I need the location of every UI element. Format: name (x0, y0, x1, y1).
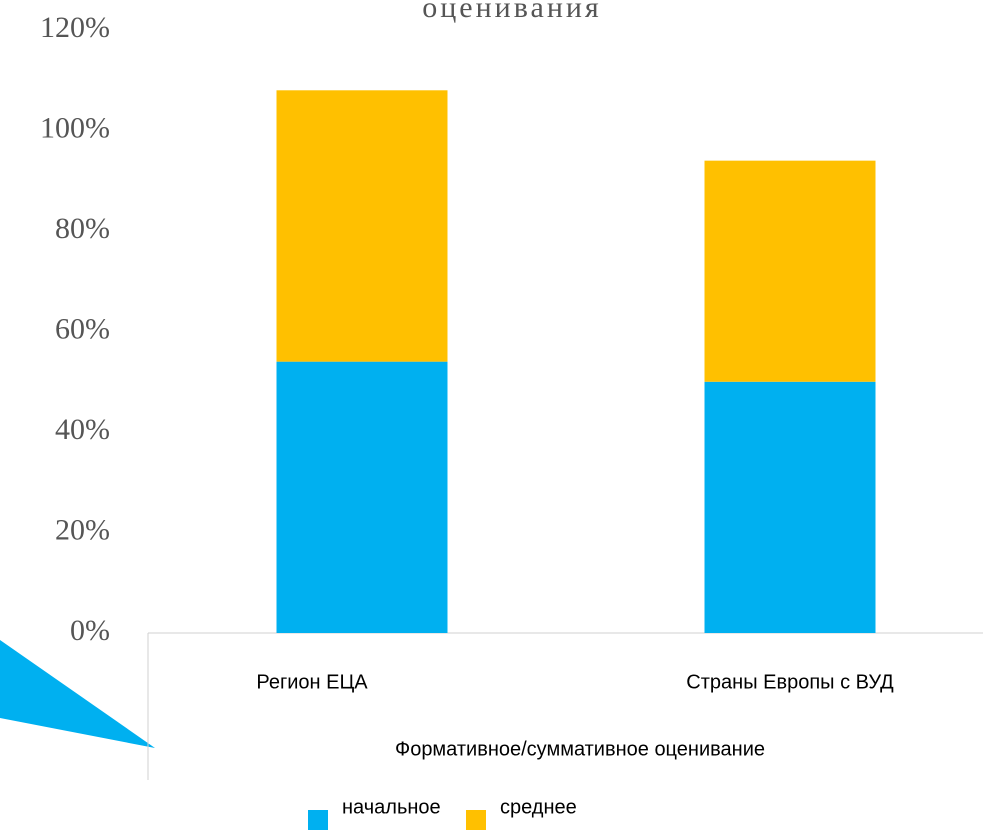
x-axis-title: Формативное/суммативное оценивание (395, 738, 765, 760)
y-tick-label: 60% (55, 312, 110, 345)
bar-segment (704, 160, 876, 382)
bar-segment (704, 381, 876, 633)
x-tick-label: Страны Европы с ВУД (686, 671, 894, 693)
legend-swatch (308, 810, 328, 830)
y-tick-label: 40% (55, 413, 110, 446)
callout-shape (0, 640, 155, 748)
bar-segment (276, 361, 448, 633)
y-tick-label: 120% (40, 11, 110, 44)
bar-segment (276, 90, 448, 362)
chart-title: оценивания (422, 0, 601, 24)
legend-label: начальное (342, 796, 441, 818)
legend-swatch (466, 810, 486, 830)
y-tick-label: 80% (55, 212, 110, 245)
y-tick-label: 100% (40, 111, 110, 144)
legend-label: среднее (500, 796, 577, 818)
y-tick-label: 0% (70, 614, 110, 647)
x-tick-label: Регион ЕЦА (256, 671, 368, 693)
y-tick-label: 20% (55, 513, 110, 546)
